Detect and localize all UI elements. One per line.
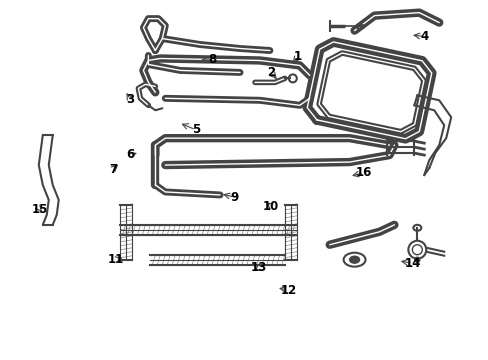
Text: 8: 8 [208, 53, 217, 66]
Text: 10: 10 [263, 200, 279, 213]
Text: 6: 6 [125, 148, 134, 161]
Text: 13: 13 [250, 261, 266, 274]
Text: 5: 5 [191, 123, 200, 136]
Ellipse shape [414, 257, 419, 262]
Text: 16: 16 [355, 166, 371, 179]
Text: 1: 1 [293, 50, 302, 63]
Text: 11: 11 [107, 253, 123, 266]
Text: 9: 9 [230, 191, 239, 204]
Ellipse shape [349, 256, 359, 263]
Text: 2: 2 [266, 66, 275, 79]
Text: 7: 7 [109, 163, 117, 176]
Text: 15: 15 [32, 203, 48, 216]
Text: 3: 3 [126, 93, 134, 106]
Text: 4: 4 [420, 30, 428, 43]
Text: 14: 14 [404, 257, 420, 270]
Text: 12: 12 [280, 284, 296, 297]
